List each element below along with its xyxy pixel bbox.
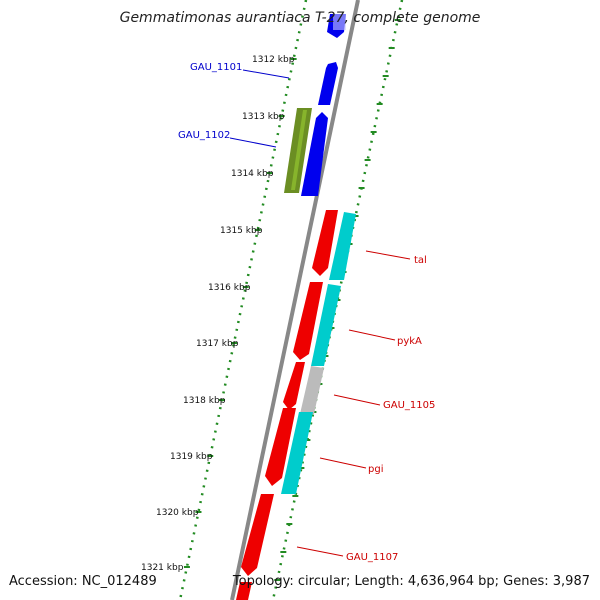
leader-gau1101 [242, 69, 290, 79]
label-gau1101: GAU_1101 [190, 62, 242, 73]
leader-pykA [348, 329, 396, 341]
tick-label: 1314 kbp [231, 169, 274, 179]
tick-label: 1317 kbp [196, 339, 239, 349]
label-gau1107: GAU_1107 [346, 552, 398, 563]
tick-marks-left [183, 58, 297, 568]
leader-gau1107 [296, 546, 344, 557]
tick-label: 1321 kbp [141, 563, 184, 573]
gene-red-4 [265, 408, 296, 486]
gene-blue-top-highlight [333, 14, 346, 30]
gene-red-3 [283, 362, 305, 410]
kbp-tick-labels: 1312 kbp 1313 kbp 1314 kbp 1315 kbp 1316… [141, 55, 295, 573]
label-tal: tal [414, 255, 427, 266]
gene-red-tal [312, 210, 338, 276]
leader-pgi [319, 457, 367, 469]
tick-label: 1312 kbp [252, 55, 295, 65]
gene-red-2 [293, 282, 323, 360]
backbone-outer [230, 0, 360, 600]
label-gau1105: GAU_1105 [383, 400, 435, 411]
backbone-inner [227, 0, 355, 600]
label-pgi: pgi [368, 464, 383, 475]
gene-red-5 [241, 494, 274, 576]
gene-blue-3 [301, 112, 328, 196]
gene-olive-highlight [291, 110, 307, 190]
leader-tal [365, 250, 411, 260]
gene-blocks [236, 14, 356, 600]
tick-label: 1318 kbp [183, 396, 226, 406]
gene-labels: GAU_1101 GAU_1102 tal pykA GAU_1105 pgi … [178, 62, 435, 563]
tick-label: 1320 kbp [156, 508, 199, 518]
label-pykA: pykA [397, 336, 422, 347]
gene-cyan-pgi [281, 412, 313, 494]
map-title: Gemmatimonas aurantiaca T-27, complete g… [119, 10, 481, 26]
tick-label: 1316 kbp [208, 283, 251, 293]
tick-label: 1319 kbp [170, 452, 213, 462]
leader-gau1102 [229, 137, 277, 148]
gene-blue-2 [318, 62, 338, 105]
gene-gray [300, 366, 324, 414]
label-gau1102: GAU_1102 [178, 130, 230, 141]
leader-gau1105 [333, 394, 381, 406]
tick-label: 1313 kbp [242, 112, 285, 122]
accession-text: Accession: NC_012489 [9, 574, 157, 589]
gene-cyan-pykA [311, 284, 341, 366]
genome-info-text: Topology: circular; Length: 4,636,964 bp… [232, 574, 590, 589]
dotted-track-left [178, 0, 308, 600]
tick-label: 1315 kbp [220, 226, 263, 236]
gene-cyan-tal [329, 212, 356, 280]
gene-red-6 [236, 582, 252, 600]
